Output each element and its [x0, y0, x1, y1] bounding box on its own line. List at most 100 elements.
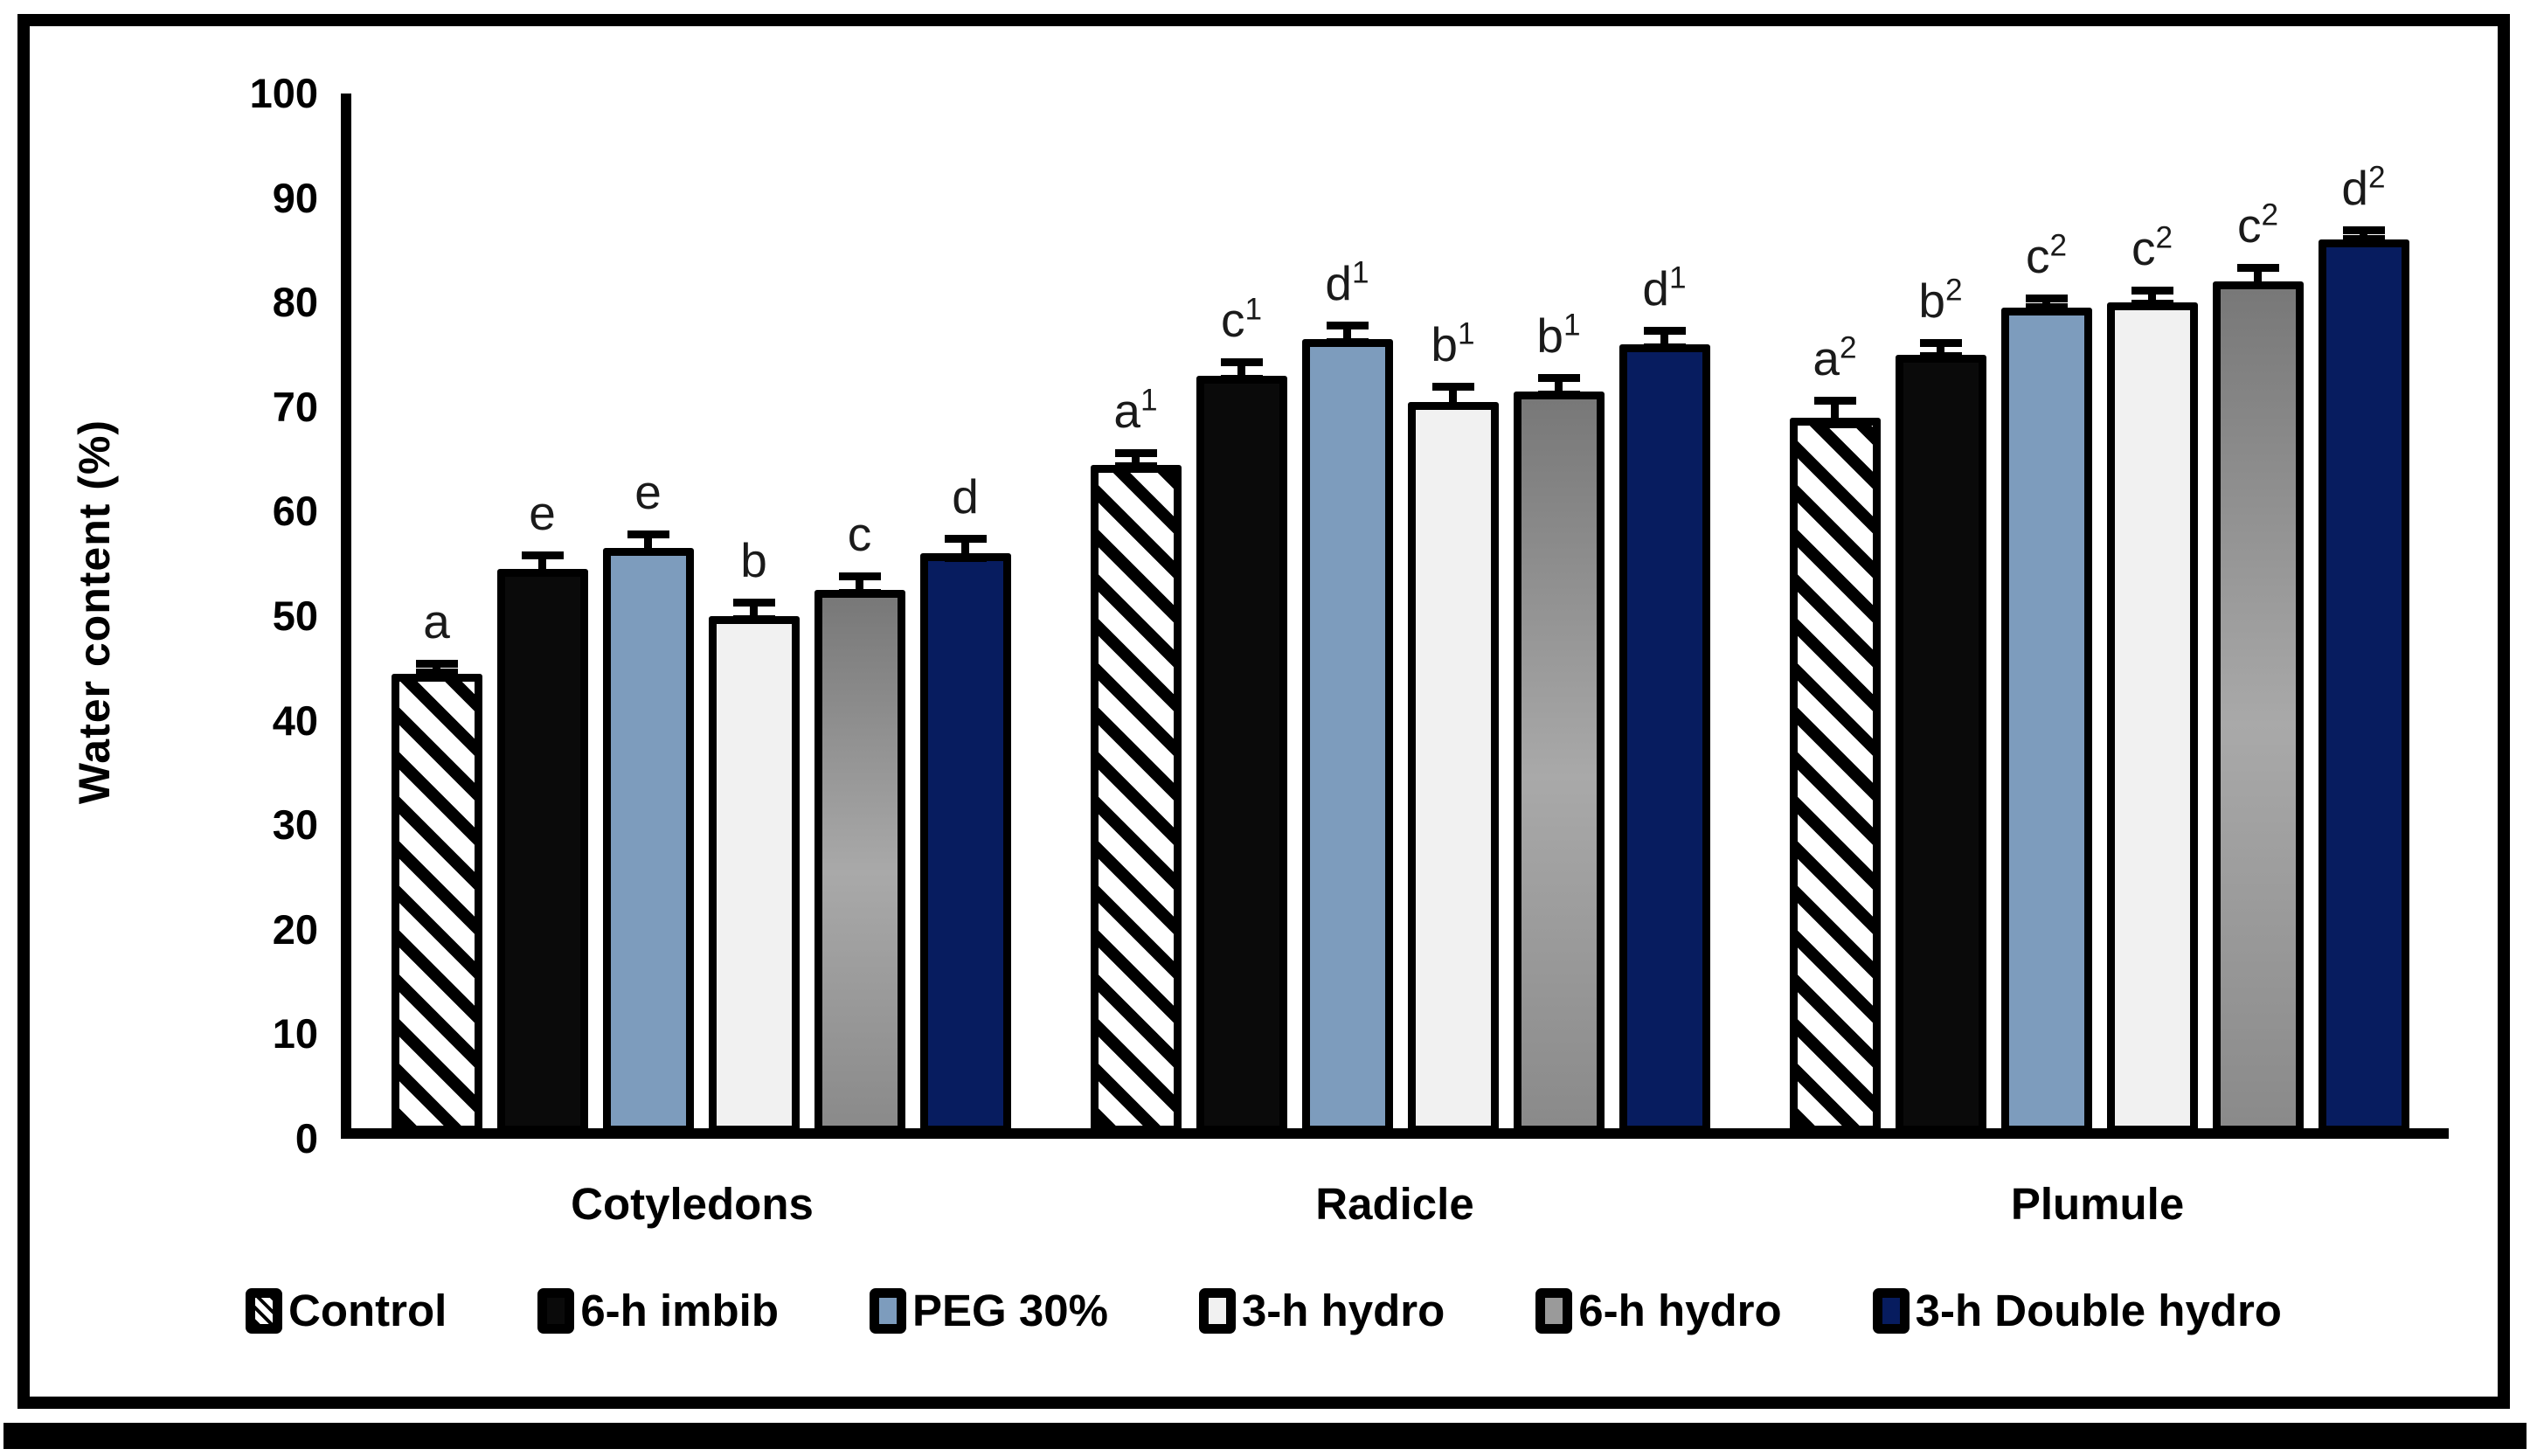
- significance-label: a2: [1813, 330, 1857, 385]
- error-bar-cap-bottom: [2236, 281, 2279, 289]
- error-bar-cap-bottom: [1326, 338, 1369, 347]
- significance-label: e: [529, 485, 556, 540]
- error-bar-cap-top: [1643, 326, 1686, 335]
- bar-slot: a1: [1090, 94, 1182, 1134]
- significance-label: d1: [1325, 255, 1369, 310]
- legend-label: Control: [288, 1286, 447, 1335]
- error-bar-cap-bottom: [1813, 419, 1856, 428]
- significance-label: d1: [1642, 260, 1687, 315]
- error-bar-cap-top: [2236, 263, 2279, 272]
- bar-white: [2106, 302, 2198, 1134]
- bar-slot: b1: [1513, 94, 1605, 1134]
- bar-slot: d1: [1301, 94, 1393, 1134]
- error-bar-cap-top: [1220, 357, 1263, 366]
- legend-swatch-navy: [1872, 1287, 1910, 1334]
- significance-label: a1: [1113, 383, 1158, 438]
- error-bar-cap-top: [2131, 287, 2173, 295]
- legend-label: PEG 30%: [911, 1286, 1108, 1335]
- plot-area: a e e b c d a1 c1 d1 b1 b1 d1 a2 b2 c2 c2 c2 d2: [341, 94, 2449, 1139]
- bar-black: [1895, 354, 1986, 1134]
- significance-label: c2: [2025, 228, 2068, 283]
- legend-label: 6-h hydro: [1578, 1286, 1782, 1335]
- error-bar: [856, 572, 863, 598]
- significance-label: c2: [2131, 220, 2173, 276]
- error-bar-cap-top: [2342, 225, 2385, 234]
- error-bar-cap-bottom: [1919, 351, 1962, 360]
- bar-slot: d: [919, 94, 1011, 1134]
- error-bar-cap-bottom: [1220, 375, 1263, 384]
- legend-swatch-white: [1198, 1287, 1236, 1334]
- error-bar-cap-top: [521, 551, 564, 559]
- y-tick-label: 60: [272, 488, 318, 535]
- bar-blue: [602, 548, 694, 1134]
- significance-label: b: [740, 532, 767, 587]
- bar-slot: b: [708, 94, 800, 1134]
- significance-label: c: [847, 506, 872, 561]
- error-bar-cap-top: [1813, 396, 1856, 405]
- error-bar: [961, 534, 969, 562]
- y-tick-label: 50: [272, 593, 318, 639]
- bar-slot: c: [814, 94, 905, 1134]
- legend-item: PEG 30%: [869, 1285, 1108, 1336]
- bar-group-radicle: a1 c1 d1 b1 b1 d1: [1050, 94, 1750, 1134]
- error-bar: [1555, 373, 1563, 399]
- bar-slot: d2: [2318, 94, 2409, 1134]
- bar-slot: c2: [2212, 94, 2304, 1134]
- error-bar: [1237, 357, 1245, 384]
- y-tick-label: 20: [272, 905, 318, 953]
- error-bar: [538, 551, 546, 577]
- legend-swatch-black: [537, 1287, 575, 1334]
- legend-swatch-hatch: [246, 1287, 283, 1334]
- y-tick-label: 10: [272, 1010, 318, 1057]
- bar-group-cotyledons: a e e b c d: [351, 94, 1050, 1134]
- bar-black: [496, 569, 588, 1134]
- bar-slot: e: [602, 94, 694, 1134]
- error-bar-cap-top: [2025, 294, 2068, 302]
- category-label: Radicle: [1315, 1179, 1474, 1229]
- significance-label: e: [634, 464, 662, 519]
- x-axis-category-labels: Cotyledons Radicle Plumule: [341, 1178, 2449, 1230]
- bar-blue: [2000, 308, 2092, 1134]
- significance-label: b1: [1536, 308, 1581, 363]
- bar-gray: [1513, 391, 1605, 1134]
- bar-slot: b1: [1407, 94, 1499, 1134]
- bar-gray: [814, 590, 905, 1134]
- legend-label: 3-h hydro: [1241, 1286, 1445, 1335]
- error-bar-cap-top: [1537, 373, 1580, 382]
- error-bar-cap-bottom: [2025, 302, 2068, 311]
- significance-label: c2: [2236, 198, 2279, 253]
- bar-hatch: [391, 673, 482, 1134]
- error-bar: [750, 598, 758, 624]
- bar-hatch: [1090, 464, 1182, 1134]
- error-bar: [433, 660, 440, 677]
- error-bar-cap-bottom: [944, 553, 987, 562]
- error-bar-cap-bottom: [732, 615, 775, 624]
- error-bar-cap-bottom: [1537, 391, 1580, 399]
- bar-gray: [2212, 281, 2304, 1134]
- bar-navy: [919, 553, 1011, 1134]
- bar-slot: c2: [2106, 94, 2198, 1134]
- significance-label: b2: [1918, 273, 1963, 329]
- significance-label: b1: [1431, 316, 1475, 372]
- bar-white: [708, 615, 800, 1134]
- category-label: Cotyledons: [571, 1179, 814, 1229]
- figure-frame: Water content (%) 0 10 20 30 40 50 60 70 80 90 100…: [17, 14, 2510, 1409]
- y-axis-ticks: 0 10 20 30 40 50 60 70 80 90 100: [30, 26, 2498, 1397]
- legend-item: 6-h hydro: [1535, 1285, 1782, 1336]
- significance-label: d2: [2341, 160, 2386, 215]
- bar-slot: e: [496, 94, 588, 1134]
- error-bar: [1449, 383, 1457, 411]
- bar-slot: a: [391, 94, 482, 1134]
- error-bar-cap-top: [415, 660, 458, 669]
- bar-white: [1407, 401, 1499, 1134]
- error-bar: [1343, 321, 1351, 347]
- bottom-border-bar: [3, 1423, 2527, 1449]
- error-bar: [2360, 225, 2367, 243]
- legend-item: 6-h imbib: [537, 1285, 779, 1336]
- error-bar-cap-top: [1114, 448, 1157, 457]
- error-bar-cap-top: [1919, 339, 1962, 348]
- legend: Control 6-h imbib PEG 30% 3-h hydro 6-h hydr…: [42, 1285, 2485, 1336]
- y-tick-label: 40: [272, 697, 318, 744]
- error-bar-cap-bottom: [627, 547, 669, 556]
